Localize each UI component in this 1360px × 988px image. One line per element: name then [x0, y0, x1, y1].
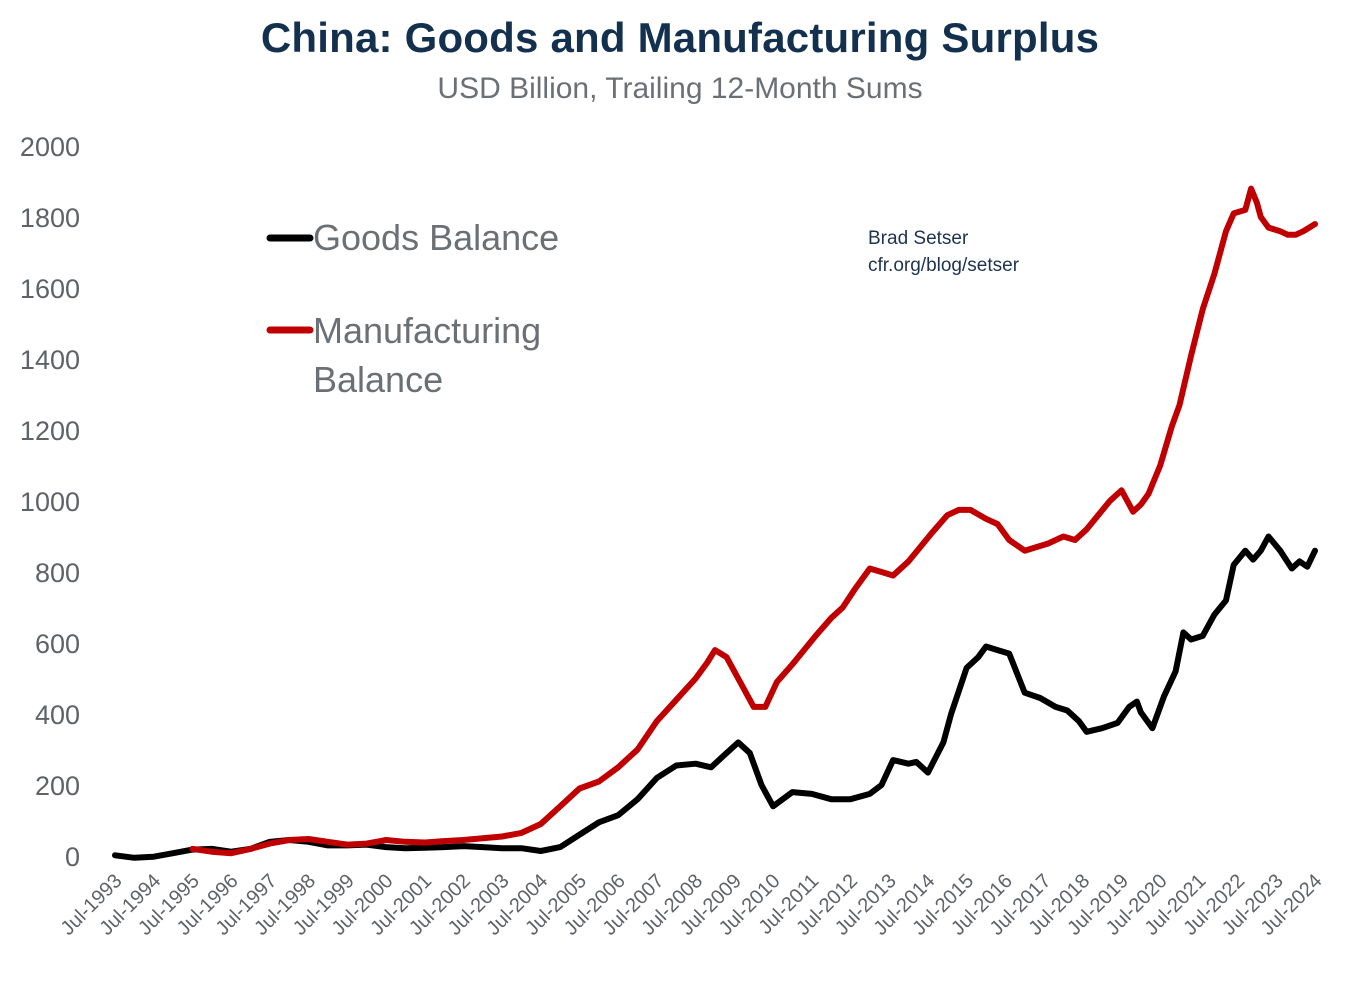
y-tick-label: 2000: [20, 132, 80, 162]
legend-label-goods-balance: Goods Balance: [313, 217, 559, 258]
series-line-manufacturing-balance: [189, 185, 1318, 857]
y-tick-label: 600: [35, 629, 80, 659]
series-line-goods-balance: [112, 533, 1318, 861]
legend-label-line: Manufacturing: [313, 310, 541, 351]
y-tick-label: 1600: [20, 274, 80, 304]
y-tick-label: 1000: [20, 487, 80, 517]
chart-subtitle: USD Billion, Trailing 12-Month Sums: [437, 72, 923, 105]
y-tick-label: 0: [65, 842, 80, 872]
credit-url: cfr.org/blog/setser: [868, 255, 1020, 276]
y-axis: 0 200 400 600 800 1000 1200 1400 1600 1800 2000: [20, 132, 80, 872]
y-tick-label: 1400: [20, 345, 80, 375]
legend-label-line: Balance: [313, 359, 443, 400]
chart-title: China: Goods and Manufacturing Surplus: [260, 14, 1100, 61]
y-tick-label: 800: [35, 558, 80, 588]
legend-label-manufacturing-balance: Manufacturing Balance: [313, 310, 541, 400]
x-axis: Jul-1993Jul-1994Jul-1995Jul-1996Jul-1997…: [57, 870, 1327, 940]
y-tick-label: 1800: [20, 203, 80, 233]
y-tick-label: 200: [35, 771, 80, 801]
legend: Goods Balance Manufacturing Balance: [266, 217, 559, 400]
credit-author: Brad Setser: [868, 228, 969, 249]
y-tick-label: 1200: [20, 416, 80, 446]
credit-annotation: Brad Setser cfr.org/blog/setser: [868, 228, 1020, 276]
y-tick-label: 400: [35, 700, 80, 730]
series-layer: [112, 185, 1318, 861]
